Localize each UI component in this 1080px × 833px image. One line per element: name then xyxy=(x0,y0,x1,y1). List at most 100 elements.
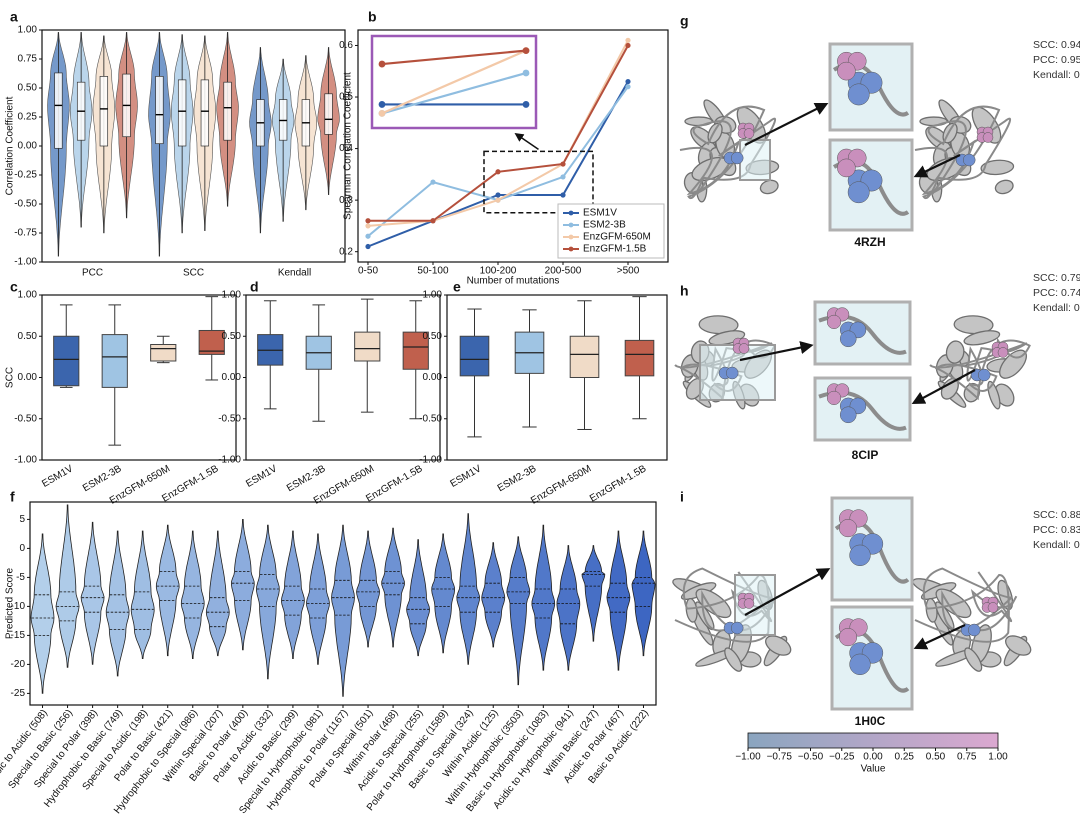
y-tick-label: 1.00 xyxy=(18,290,38,301)
y-tick-label: 0.75 xyxy=(18,54,38,65)
violin xyxy=(280,530,305,659)
y-tick-label: 0.50 xyxy=(18,83,38,94)
violin xyxy=(531,524,556,671)
residue-sphere xyxy=(847,83,870,106)
y-tick-label: 0.00 xyxy=(222,372,242,383)
residue-sphere xyxy=(743,128,755,139)
violin xyxy=(331,524,355,697)
x-tick-label: EnzGFM-1.5B xyxy=(588,463,649,504)
legend-marker xyxy=(568,246,574,252)
y-tick-label: -0.50 xyxy=(14,199,37,210)
residue-sphere xyxy=(962,153,976,167)
line-marker xyxy=(365,223,371,229)
x-tick-label: 0.00 xyxy=(863,752,883,763)
protein-structure xyxy=(912,567,1032,672)
inset-marker xyxy=(378,110,386,117)
zoom-arrow xyxy=(739,341,814,362)
zoom-arrow xyxy=(514,132,539,151)
metric: PCC: 0.8336 xyxy=(1033,524,1080,536)
inset-line xyxy=(381,71,527,115)
zoom-arrow xyxy=(744,103,829,146)
panel-letter: d xyxy=(250,279,259,295)
box xyxy=(101,334,128,388)
y-axis-label: SCC xyxy=(5,367,16,388)
y-tick-label: 0.50 xyxy=(222,331,242,342)
violin xyxy=(80,521,105,665)
x-tick-label: −0.75 xyxy=(767,752,793,763)
box xyxy=(54,72,63,149)
plot-frame xyxy=(446,294,668,461)
helix xyxy=(987,380,1001,410)
x-tick-label: 200-500 xyxy=(545,266,582,277)
box xyxy=(150,344,177,362)
plot-frame xyxy=(357,29,669,263)
y-tick-label: 1.00 xyxy=(423,290,443,301)
line-marker xyxy=(560,161,566,167)
line-marker xyxy=(625,84,631,90)
legend-marker xyxy=(568,222,574,228)
inset-marker xyxy=(378,101,386,108)
y-tick-label: -0.75 xyxy=(14,228,37,239)
x-tick-label: 50-100 xyxy=(417,266,449,277)
x-tick-label: 100-200 xyxy=(480,266,517,277)
x-axis-label: Number of mutations xyxy=(467,276,560,287)
legend-label: EnzGFM-650M xyxy=(583,232,651,243)
y-tick-label: -1.00 xyxy=(218,455,241,466)
residue-sphere xyxy=(849,544,871,566)
line-marker xyxy=(365,233,371,239)
helix xyxy=(994,179,1014,195)
x-tick-label: ESM2-3B xyxy=(285,463,328,494)
box xyxy=(177,79,187,147)
y-tick-label: 5 xyxy=(19,514,25,525)
residue-sphere xyxy=(826,314,842,329)
y-tick-label: 0.00 xyxy=(18,141,38,152)
helix xyxy=(1005,635,1032,656)
inset-marker xyxy=(522,69,530,77)
residue-sphere xyxy=(967,623,981,637)
residue-sphere xyxy=(837,61,856,81)
panel-letter: g xyxy=(680,13,689,29)
metric: Kendall: 0.8667 xyxy=(1033,69,1080,81)
y-tick-label: -1.00 xyxy=(419,455,442,466)
residue-sphere xyxy=(730,151,744,165)
y-tick-label: 0.3 xyxy=(339,195,353,206)
y-axis-label: Spearman Correlation Coefficient xyxy=(343,72,354,220)
zoom-arrow xyxy=(744,568,831,616)
y-tick-label: -0.25 xyxy=(14,170,37,181)
residue-sphere xyxy=(725,366,739,380)
violin xyxy=(130,530,155,659)
inset-marker xyxy=(378,60,386,68)
panel-letter: h xyxy=(680,283,689,299)
line-marker xyxy=(495,169,501,175)
residue-sphere xyxy=(838,628,858,647)
violin xyxy=(30,533,55,694)
y-tick-label: -5 xyxy=(16,572,25,583)
x-tick-label: 0.75 xyxy=(957,752,977,763)
helix xyxy=(964,647,983,672)
box xyxy=(198,329,225,355)
violin xyxy=(155,524,180,657)
helix xyxy=(925,597,938,623)
helix xyxy=(945,340,965,364)
box xyxy=(402,331,429,370)
violin xyxy=(581,545,606,642)
x-tick-label: 1.00 xyxy=(988,752,1008,763)
residue-sphere xyxy=(738,343,750,354)
helix xyxy=(765,635,792,656)
y-tick-label: 1.00 xyxy=(222,290,242,301)
box xyxy=(155,76,164,145)
y-tick-label: 0.25 xyxy=(18,112,38,123)
pdb-id: 1H0C xyxy=(855,714,886,728)
x-tick-label: ESM1V xyxy=(448,463,483,490)
legend-marker xyxy=(568,210,574,216)
y-tick-label: -20 xyxy=(11,659,26,670)
zoom-region xyxy=(483,150,594,214)
panel-letter: i xyxy=(680,489,684,505)
inset-line xyxy=(381,49,527,66)
line-marker xyxy=(625,78,631,85)
box xyxy=(324,93,333,135)
helix xyxy=(980,159,1015,176)
x-tick-label: 0-50 xyxy=(358,266,378,277)
box xyxy=(569,335,600,378)
